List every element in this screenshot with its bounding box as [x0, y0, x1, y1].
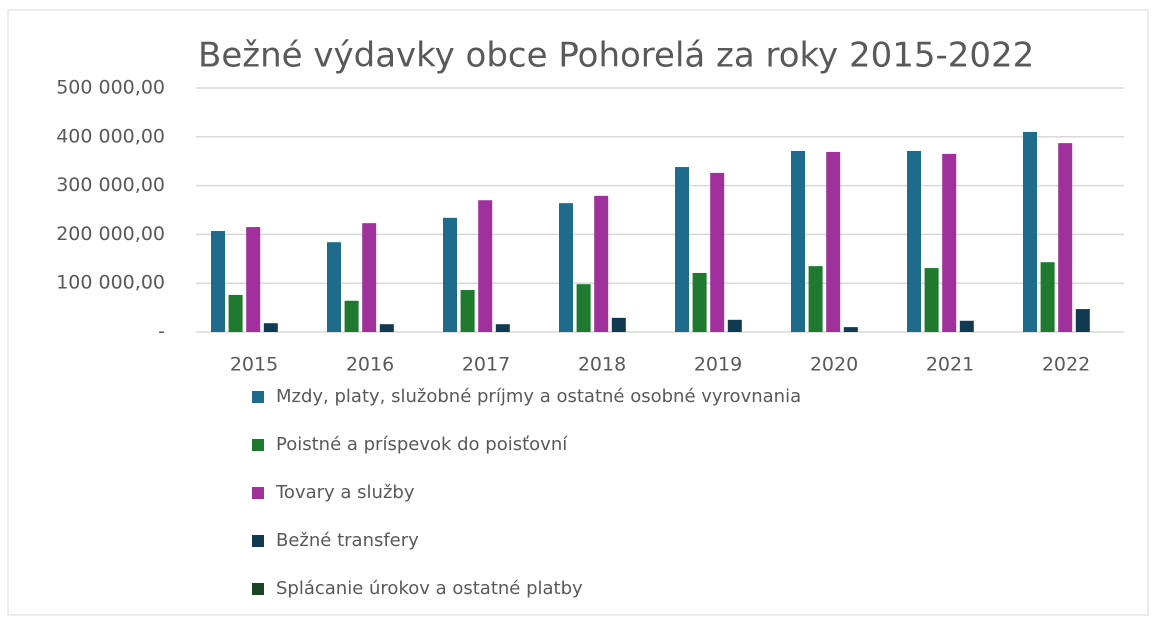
bar	[675, 167, 689, 332]
bar	[246, 227, 261, 332]
y-tick-label: 500 000,00	[56, 77, 165, 99]
legend-label: Poistné a príspevok do poisťovní	[276, 434, 568, 455]
bar	[559, 203, 573, 332]
x-tick-label: 2017	[462, 354, 510, 376]
bar	[1058, 143, 1073, 332]
y-tick-label: -	[158, 321, 165, 343]
y-tick-label: 200 000,00	[56, 223, 165, 245]
bar	[379, 324, 394, 332]
legend-swatch	[252, 583, 264, 595]
x-tick-label: 2022	[1042, 354, 1090, 376]
bar	[808, 266, 823, 332]
bar	[460, 290, 475, 332]
bar	[362, 223, 377, 332]
bar	[710, 172, 725, 332]
legend-label: Bežné transfery	[276, 530, 419, 551]
bar	[942, 153, 957, 332]
y-tick-label: 300 000,00	[56, 174, 165, 196]
bar	[1023, 131, 1037, 332]
legend-swatch	[252, 391, 264, 403]
bar	[727, 319, 742, 332]
bar	[443, 217, 457, 332]
bar	[228, 294, 243, 332]
bar	[594, 195, 609, 332]
legend-swatch	[252, 439, 264, 451]
y-tick-label: 400 000,00	[56, 125, 165, 147]
bar	[826, 151, 841, 332]
legend-swatch	[252, 535, 264, 547]
bar	[211, 230, 225, 332]
bar	[478, 200, 493, 332]
x-tick-label: 2020	[810, 354, 858, 376]
x-tick-label: 2019	[694, 354, 742, 376]
x-tick-label: 2018	[578, 354, 626, 376]
legend-label: Mzdy, platy, služobné príjmy a ostatné o…	[276, 386, 801, 407]
x-tick-label: 2016	[346, 354, 394, 376]
bar	[263, 323, 278, 332]
bar	[327, 242, 341, 332]
legend-swatch	[252, 487, 264, 499]
chart-title: Bežné výdavky obce Pohorelá za roky 2015…	[198, 36, 1034, 76]
legend-label: Tovary a služby	[275, 482, 415, 503]
bar	[611, 317, 626, 332]
bar	[907, 150, 921, 332]
legend-label: Splácanie úrokov a ostatné platby	[276, 578, 583, 599]
bar	[959, 320, 974, 332]
bar	[1040, 262, 1055, 332]
bar	[843, 327, 858, 332]
x-tick-label: 2021	[926, 354, 974, 376]
bar	[1075, 309, 1090, 332]
bar	[495, 324, 510, 332]
bar	[692, 272, 707, 332]
bar	[344, 300, 359, 332]
x-tick-label: 2015	[230, 354, 278, 376]
bar	[924, 268, 939, 332]
y-tick-label: 100 000,00	[56, 272, 165, 294]
bar	[791, 150, 805, 332]
bar	[576, 284, 591, 332]
